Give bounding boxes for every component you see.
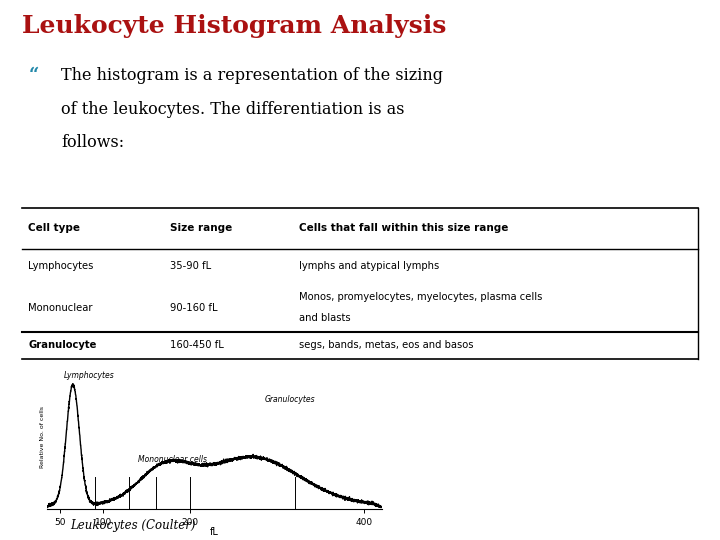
- Text: Granulocyte: Granulocyte: [28, 341, 96, 350]
- Text: Monos, promyelocytes, myelocytes, plasma cells: Monos, promyelocytes, myelocytes, plasma…: [299, 292, 542, 302]
- Text: 90-160 fL: 90-160 fL: [171, 303, 218, 313]
- Text: 35-90 fL: 35-90 fL: [171, 261, 212, 271]
- Text: lymphs and atypical lymphs: lymphs and atypical lymphs: [299, 261, 439, 271]
- Text: segs, bands, metas, eos and basos: segs, bands, metas, eos and basos: [299, 341, 474, 350]
- Text: 160-450 fL: 160-450 fL: [171, 341, 224, 350]
- Text: Leukocyte Histogram Analysis: Leukocyte Histogram Analysis: [22, 14, 446, 37]
- Text: “: “: [29, 68, 39, 85]
- Text: Lymphocytes: Lymphocytes: [64, 370, 115, 380]
- Text: Cells that fall within this size range: Cells that fall within this size range: [299, 224, 508, 233]
- Text: follows:: follows:: [61, 134, 125, 151]
- Text: Leukocytes (Coulter): Leukocytes (Coulter): [71, 519, 196, 532]
- Text: Mononuclear cells: Mononuclear cells: [138, 455, 207, 464]
- Y-axis label: Relative No. of cells: Relative No. of cells: [40, 406, 45, 468]
- Text: The histogram is a representation of the sizing: The histogram is a representation of the…: [61, 68, 444, 84]
- Text: and blasts: and blasts: [299, 313, 351, 323]
- Text: Lymphocytes: Lymphocytes: [28, 261, 94, 271]
- Text: Mononuclear: Mononuclear: [28, 303, 93, 313]
- Text: Granulocytes: Granulocytes: [264, 395, 315, 404]
- Text: Size range: Size range: [171, 224, 233, 233]
- Text: of the leukocytes. The differentiation is as: of the leukocytes. The differentiation i…: [61, 101, 405, 118]
- Text: Cell type: Cell type: [28, 224, 81, 233]
- X-axis label: fL: fL: [210, 526, 219, 537]
